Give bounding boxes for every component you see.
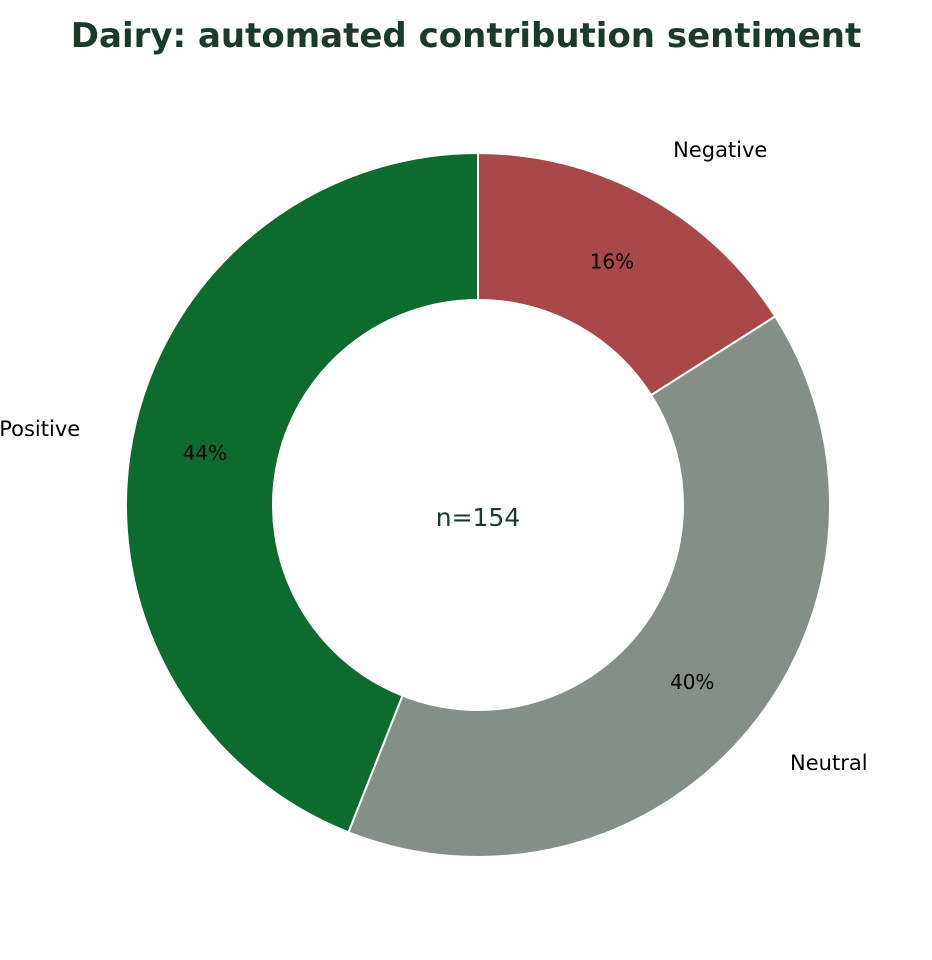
category-label-negative: Negative [673, 138, 767, 162]
slice-negative [477, 151, 777, 397]
slice-positive [125, 151, 479, 834]
slices-group [125, 151, 831, 858]
category-label-positive: Positive [0, 417, 80, 441]
center-count-label: n=154 [436, 503, 521, 532]
value-label-positive: 44% [183, 441, 227, 465]
category-label-neutral: Neutral [790, 751, 868, 775]
value-label-neutral: 40% [670, 670, 714, 694]
slice-neutral [347, 315, 831, 858]
chart-title: Dairy: automated contribution sentiment [70, 16, 862, 56]
value-label-negative: 16% [590, 249, 634, 273]
labels-group: 16% Negative 40% Neutral 44% Positive [0, 138, 868, 775]
